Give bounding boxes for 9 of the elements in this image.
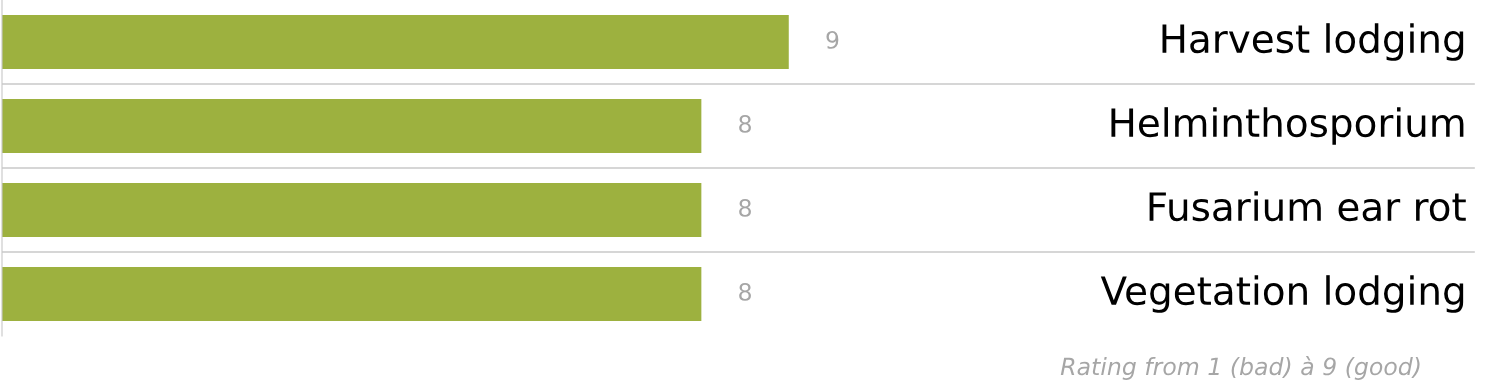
text: Rating from 1 (bad) à 9 (good): [1060, 356, 1420, 380]
data-label: 8: [739, 198, 751, 217]
data-label: 8: [739, 114, 751, 133]
y-tick-label: Helminthosporium: [1111, 107, 1464, 145]
data-label: 8: [739, 282, 751, 301]
data-label: 9: [826, 30, 839, 49]
y-tick-label: Harvest lodging: [1162, 23, 1464, 61]
y-tick-label: Fusarium ear rot: [1149, 191, 1466, 222]
y-tick-label: Vegetation lodging: [1100, 275, 1464, 313]
